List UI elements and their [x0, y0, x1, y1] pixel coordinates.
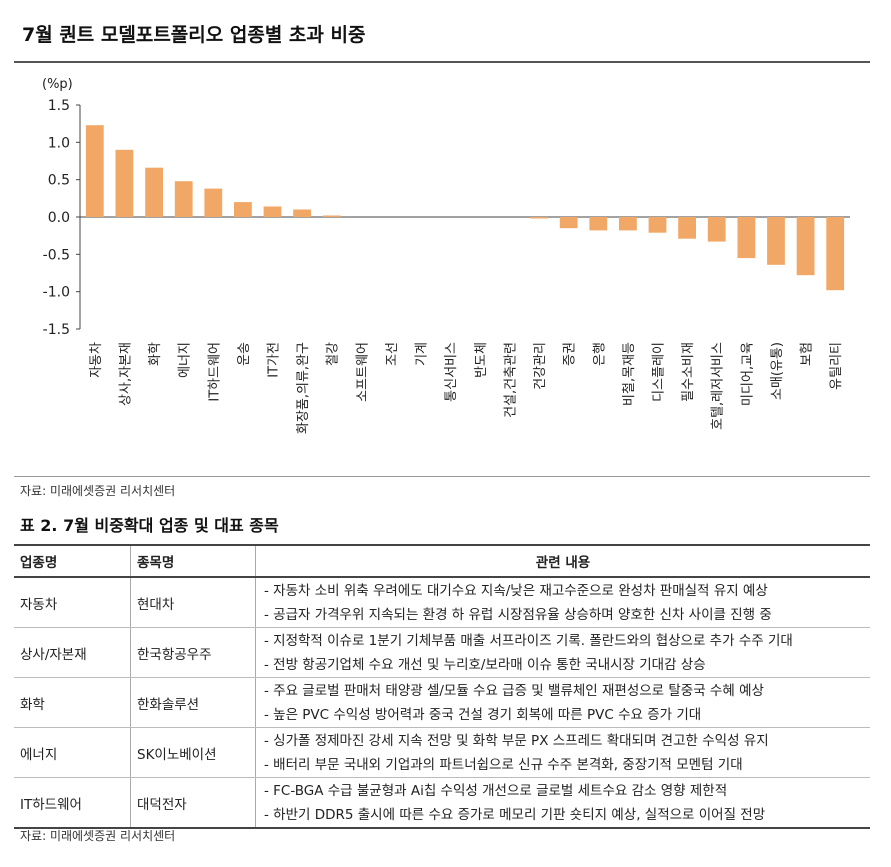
bar [85, 125, 104, 217]
note-line: - 공급자 가격우위 지속되는 환경 하 유럽 시장점유율 상승하며 양호한 신… [264, 606, 772, 623]
x-tick-label: 철강 [326, 342, 341, 366]
bar [589, 217, 608, 231]
x-tick-label: 통신서비스 [444, 342, 459, 402]
y-tick-label: -1.0 [43, 285, 70, 301]
x-tick-label: 호텔,레저서비스 [711, 342, 726, 430]
note-line: - 싱가폴 정제마진 강세 지속 전망 및 화학 부문 PX 스프레드 확대되며… [264, 732, 769, 749]
x-tick-label: 기계 [415, 342, 430, 366]
row-stock: 한화솔루션 [130, 677, 256, 728]
header-notes: 관련 내용 [255, 544, 870, 578]
bar [530, 217, 548, 219]
bar [767, 217, 785, 265]
x-tick-label: 필수소비재 [681, 342, 696, 402]
y-tick-label: -0.5 [43, 247, 70, 263]
header-sector: 업종명 [14, 544, 131, 578]
x-tick-label: 에너지 [178, 342, 193, 378]
x-tick-label: 은행 [591, 342, 607, 366]
bar [115, 149, 134, 217]
x-tick-label: 건강관리 [533, 342, 548, 390]
x-tick-label: 유틸리티 [829, 342, 844, 390]
bar [707, 217, 726, 242]
x-tick-label: 소매(유통) [770, 342, 785, 400]
note-line: - 높은 PVC 수익성 방어력과 중국 건설 경기 회복에 따른 PVC 수요… [264, 706, 702, 723]
bar [737, 217, 756, 259]
note-line: - 주요 글로벌 판매처 태양광 셀/모듈 수요 급증 및 밸류체인 재편성으로… [264, 682, 764, 699]
y-tick-label: 0.0 [48, 210, 70, 226]
table-header-row: 업종명 종목명 관련 내용 [14, 544, 870, 578]
y-tick-label: 1.5 [48, 98, 70, 114]
row-notes: - 자동차 소비 위축 우려에도 대기수요 지속/낮은 재고수준으로 완성차 판… [255, 577, 870, 628]
row-sector: IT하드웨어 [14, 777, 131, 829]
bar-chart: (%p) 1.5 1.0 0.5 0.0 -0.5 -1.0 -1.5 자동차 상사,자본재 화학 에… [42, 77, 850, 434]
x-tick-label: IT가전 [267, 342, 282, 378]
bar [559, 217, 578, 229]
chart-bottom-rule [14, 476, 870, 477]
row-stock: 현대차 [130, 577, 256, 628]
x-tick-label: 미디어,교육 [740, 342, 755, 406]
row-sector: 에너지 [14, 727, 131, 778]
bar [648, 217, 667, 233]
row-stock: 대덕전자 [130, 777, 256, 829]
bar [619, 217, 637, 231]
table-title: 표 2. 7월 비중확대 업종 및 대표 종목 [20, 516, 279, 535]
bar [204, 188, 223, 217]
x-tick-label: 디스플레이 [652, 342, 667, 402]
bar [678, 217, 696, 239]
x-tick-label: 조선 [385, 342, 400, 366]
chart-source: 자료: 미래에셋증권 리서치센터 [20, 484, 176, 498]
table-row: 화학 한화솔루션 - 주요 글로벌 판매처 태양광 셀/모듈 수요 급증 및 밸… [14, 677, 870, 728]
row-notes: - 주요 글로벌 판매처 태양광 셀/모듈 수요 급증 및 밸류체인 재편성으로… [255, 677, 870, 728]
bar [145, 167, 163, 217]
table-row: 에너지 SK이노베이션 - 싱가폴 정제마진 강세 지속 전망 및 화학 부문 … [14, 727, 870, 778]
row-sector: 상사/자본재 [14, 627, 131, 678]
y-tick-label: 1.0 [48, 135, 70, 151]
header-stock: 종목명 [130, 544, 256, 578]
y-tick-label: 0.5 [48, 173, 70, 189]
x-tick-label: 운송 [237, 342, 252, 366]
bar [293, 209, 311, 217]
note-line: - 하반기 DDR5 출시에 따른 수요 증가로 메모리 기판 숏티지 예상, … [264, 806, 766, 823]
x-tick-label: 증권 [563, 342, 578, 366]
x-tick-label: 자동차 [89, 342, 104, 378]
row-stock: 한국항공우주 [130, 627, 256, 678]
row-sector: 자동차 [14, 577, 131, 628]
row-stock: SK이노베이션 [130, 727, 256, 778]
bar [174, 181, 193, 217]
note-line: - 전방 항공기업체 수요 개선 및 누리호/보라매 이슈 통한 국내시장 기대… [264, 656, 706, 673]
x-tick-label: 비철,목재등 [622, 342, 637, 406]
row-notes: - 지정학적 이슈로 1분기 기체부품 매출 서프라이즈 기록. 폴란드와의 협… [255, 627, 870, 678]
x-tick-label: 상사,자본재 [118, 342, 133, 406]
note-line: - 배터리 부문 국내외 기업과의 파트너쉽으로 신규 수주 본격화, 중장기적… [264, 756, 743, 773]
bar [796, 217, 815, 276]
recommendation-table: 업종명 종목명 관련 내용 자동차 현대차 - 자동차 소비 위축 우려에도 대… [14, 544, 870, 829]
x-tick-label: 보험 [800, 342, 815, 366]
y-tick-label: -1.5 [43, 322, 70, 338]
row-notes: - 싱가폴 정제마진 강세 지속 전망 및 화학 부문 PX 스프레드 확대되며… [255, 727, 870, 778]
table-row: 상사/자본재 한국항공우주 - 지정학적 이슈로 1분기 기체부품 매출 서프라… [14, 627, 870, 678]
x-tick-label: 건설,건축관련 [503, 342, 518, 418]
row-sector: 화학 [14, 677, 131, 728]
table-source: 자료: 미래에셋증권 리서치센터 [20, 829, 176, 843]
bar [826, 217, 845, 291]
note-line: - 자동차 소비 위축 우려에도 대기수요 지속/낮은 재고수준으로 완성차 판… [264, 582, 768, 599]
x-tick-label: 화학 [148, 342, 163, 366]
x-tick-label: IT하드웨어 [207, 342, 222, 402]
chart-title: 7월 퀀트 모델포트폴리오 업종별 초과 비중 [22, 24, 366, 46]
chart-title-bar: 7월 퀀트 모델포트폴리오 업종별 초과 비중 [14, 6, 870, 63]
table-row: 자동차 현대차 - 자동차 소비 위축 우려에도 대기수요 지속/낮은 재고수준… [14, 577, 870, 628]
bar [263, 206, 282, 217]
y-unit-label: (%p) [42, 77, 73, 92]
bar [322, 215, 341, 217]
table-row: IT하드웨어 대덕전자 - FC-BGA 수급 불균형과 Ai칩 수익성 개선으… [14, 777, 870, 829]
bar [234, 202, 252, 217]
x-tick-label: 소프트웨어 [355, 342, 370, 402]
note-line: - FC-BGA 수급 불균형과 Ai칩 수익성 개선으로 글로벌 세트수요 감… [264, 782, 728, 799]
note-line: - 지정학적 이슈로 1분기 기체부품 매출 서프라이즈 기록. 폴란드와의 협… [264, 632, 793, 649]
x-tick-label: 화장품,의류,완구 [296, 342, 311, 434]
x-tick-label: 반도체 [474, 342, 489, 378]
row-notes: - FC-BGA 수급 불균형과 Ai칩 수익성 개선으로 글로벌 세트수요 감… [255, 777, 870, 829]
